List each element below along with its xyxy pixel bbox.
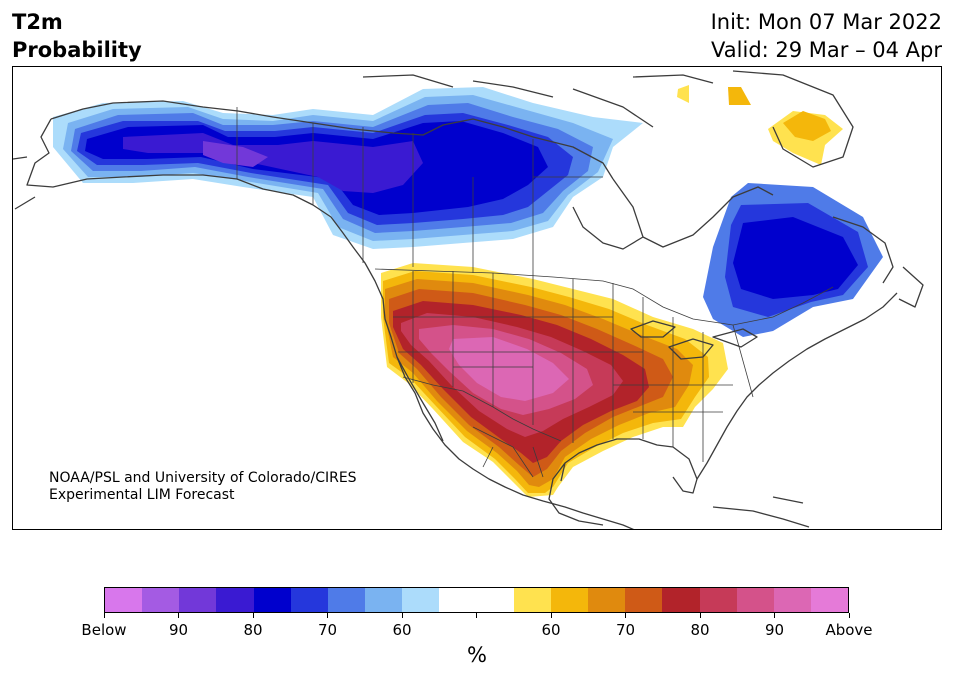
colorbar-tick xyxy=(848,613,850,618)
great-lakes xyxy=(630,320,758,360)
below-east-core xyxy=(733,217,858,299)
above-contour-90 xyxy=(449,337,569,401)
newfoundland-labrador xyxy=(832,216,924,308)
arctic-islands xyxy=(362,70,854,168)
colorbar-cell xyxy=(105,588,143,612)
colorbar-tick xyxy=(178,613,179,618)
colorbar-tick xyxy=(774,613,775,618)
colorbar-tick-label: 80 xyxy=(243,621,263,639)
state-lines-east xyxy=(613,297,754,462)
alaska-coastline xyxy=(26,100,314,206)
title-variable: T2m xyxy=(12,10,63,34)
colorbar-tick-label: Below xyxy=(81,621,127,639)
colorbar-cell xyxy=(439,588,477,612)
colorbar-tick xyxy=(625,613,626,618)
above-arctic-spot2 xyxy=(728,87,751,105)
credit-line-2: Experimental LIM Forecast xyxy=(49,487,235,503)
colorbar-tick-label: 90 xyxy=(168,621,189,639)
colorbar-tick-label: 80 xyxy=(690,621,710,639)
colorbar-tick-label: 60 xyxy=(392,621,412,639)
colorbar-cell xyxy=(179,588,217,612)
colorbar-cell xyxy=(773,588,811,612)
probability-colorbar xyxy=(104,587,849,613)
gulf-of-mexico-coast xyxy=(548,438,698,526)
colorbar-cell xyxy=(476,588,514,612)
colorbar-tick-label: 70 xyxy=(615,621,636,639)
hudson-bay-coast xyxy=(572,178,774,250)
colorbar-cell xyxy=(736,588,774,612)
forecast-dates: Init: Mon 07 Mar 2022 Valid: 29 Mar – 04… xyxy=(711,8,942,64)
below-contour-90 xyxy=(203,141,268,167)
colorbar-cell xyxy=(402,588,440,612)
colorbar-tick xyxy=(476,613,477,618)
init-date: Init: Mon 07 Mar 2022 xyxy=(710,10,942,34)
above-arctic-spot1 xyxy=(677,85,689,103)
mexico-states xyxy=(472,426,544,478)
above-greenland-inner xyxy=(783,111,831,141)
colorbar-tick-label: 60 xyxy=(541,621,561,639)
baja-peninsula xyxy=(396,356,444,442)
aleutian-islands xyxy=(13,156,36,210)
above-normal-region xyxy=(381,85,843,497)
caribbean-islands xyxy=(712,496,810,528)
title-metric: Probability xyxy=(12,38,142,62)
colorbar-cell xyxy=(253,588,291,612)
data-credit: NOAA/PSL and University of Colorado/CIRE… xyxy=(49,470,357,504)
pacific-coastline xyxy=(312,204,634,529)
colorbar-cell xyxy=(327,588,366,612)
state-lines-west xyxy=(393,271,643,443)
us-canada-border xyxy=(374,268,834,326)
colorbar-cell xyxy=(699,588,737,612)
below-normal-region xyxy=(53,87,883,337)
colorbar-cell xyxy=(216,588,254,612)
credit-line-1: NOAA/PSL and University of Colorado/CIRE… xyxy=(49,470,357,486)
colorbar-tick xyxy=(699,613,701,618)
colorbar-tick-label: 70 xyxy=(317,621,338,639)
colorbar-tick xyxy=(103,613,105,618)
colorbar-cell xyxy=(588,588,626,612)
colorbar-cell xyxy=(550,588,589,612)
colorbar-cell xyxy=(142,588,180,612)
colorbar-tick-label: Above xyxy=(825,621,873,639)
below-contour-85 xyxy=(123,133,423,193)
colorbar-tick xyxy=(550,613,552,618)
colorbar-tick xyxy=(401,613,403,618)
colorbar-cell xyxy=(290,588,328,612)
probability-map xyxy=(13,70,924,529)
colorbar-unit: % xyxy=(467,643,487,667)
colorbar-cell xyxy=(513,588,551,612)
valid-date: Valid: 29 Mar – 04 Apr xyxy=(711,38,942,62)
colorbar-cell xyxy=(810,588,849,612)
atlantic-coastline xyxy=(696,292,898,480)
colorbar-cell xyxy=(365,588,403,612)
colorbar-cell xyxy=(662,588,700,612)
colorbar-tick xyxy=(252,613,254,618)
colorbar-tick-label: 90 xyxy=(764,621,785,639)
coastlines-borders xyxy=(13,70,924,529)
colorbar-tick xyxy=(327,613,328,618)
map-panel xyxy=(12,66,942,530)
map-title: T2m Probability xyxy=(12,8,142,64)
province-lines xyxy=(312,123,603,275)
colorbar-cell xyxy=(625,588,663,612)
state-province-borders xyxy=(236,107,834,478)
